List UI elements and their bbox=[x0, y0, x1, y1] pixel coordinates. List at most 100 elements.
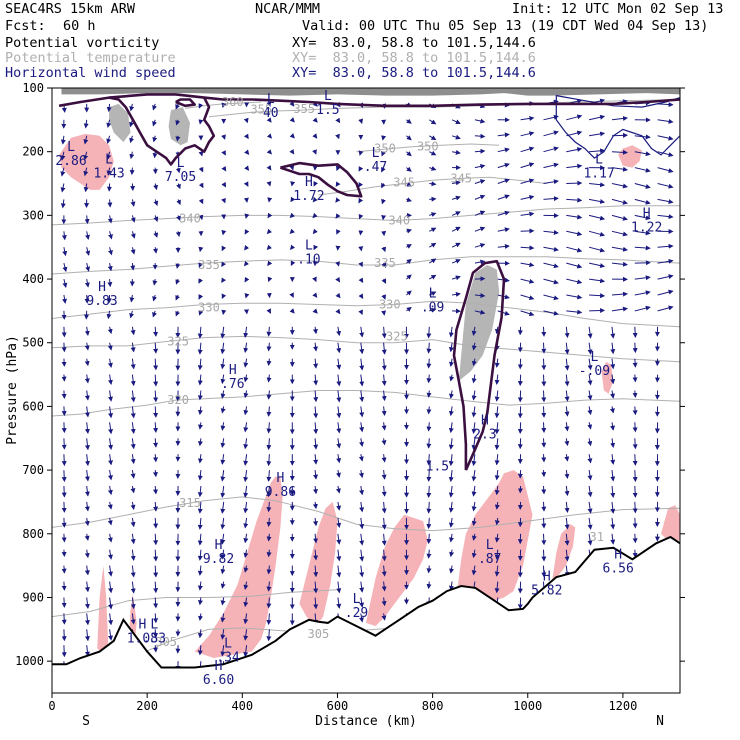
wind-vector-290 bbox=[520, 262, 535, 268]
wind-vector-160 bbox=[634, 183, 651, 189]
wind-vector-634 bbox=[358, 470, 364, 479]
wind-vector-618 bbox=[610, 454, 616, 465]
wind-vector-277 bbox=[221, 261, 227, 268]
wind-vector-310 bbox=[358, 277, 364, 284]
theta-label-3: 31 bbox=[589, 530, 603, 544]
wind-vector-61 bbox=[221, 134, 226, 140]
wind-vector-423 bbox=[471, 342, 477, 351]
wind-vector-259 bbox=[429, 242, 437, 248]
pv-high-shade-0 bbox=[61, 88, 680, 96]
wind-vector-775 bbox=[494, 549, 500, 560]
wind-vector-235 bbox=[497, 227, 510, 233]
wind-vector-816 bbox=[197, 581, 203, 591]
wind-vector-247 bbox=[152, 247, 158, 254]
wind-vector-478 bbox=[494, 374, 500, 385]
wind-vector-340 bbox=[429, 291, 437, 296]
extremum-letter-20: H bbox=[614, 547, 622, 562]
wind-vector-449 bbox=[449, 358, 454, 367]
wind-vector-336 bbox=[335, 292, 341, 299]
extremum-letter-0: L bbox=[67, 140, 75, 155]
wind-vector-394 bbox=[426, 326, 432, 339]
y-tick-label-100: 100 bbox=[22, 81, 44, 95]
wind-vector-244 bbox=[85, 247, 91, 256]
wind-vector-694 bbox=[494, 501, 500, 510]
extremum-letter-3: L bbox=[267, 92, 275, 107]
wind-vector-646 bbox=[632, 470, 638, 483]
wind-vector-353 bbox=[106, 310, 112, 320]
wind-vector-278 bbox=[243, 260, 250, 267]
wind-vector-666 bbox=[471, 485, 477, 497]
wind-vector-500 bbox=[381, 390, 387, 402]
wind-vector-846 bbox=[266, 597, 272, 609]
wind-vector-213 bbox=[611, 214, 628, 221]
wind-vector-279 bbox=[267, 260, 273, 267]
wind-vector-314 bbox=[451, 275, 461, 281]
wind-vector-794 bbox=[313, 565, 319, 578]
wind-vector-493 bbox=[220, 390, 226, 399]
wind-vector-382 bbox=[153, 326, 159, 337]
wind-vector-563 bbox=[587, 422, 593, 430]
wind-vector-872 bbox=[243, 613, 249, 625]
wind-vector-101 bbox=[520, 146, 535, 153]
wind-vector-877 bbox=[359, 613, 364, 623]
wind-vector-531 bbox=[471, 406, 477, 418]
wind-vector-541 bbox=[84, 422, 90, 434]
wind-vector-150 bbox=[406, 182, 412, 187]
wind-vector-486 bbox=[61, 390, 67, 399]
wind-vector-32 bbox=[175, 119, 181, 126]
wind-vector-426 bbox=[541, 342, 547, 354]
wind-vector-342 bbox=[474, 293, 486, 299]
wind-vector-703 bbox=[84, 517, 90, 527]
wind-vector-405 bbox=[61, 342, 67, 353]
wind-vector-615 bbox=[541, 454, 547, 463]
wind-vector-667 bbox=[494, 485, 500, 496]
wind-vector-329 bbox=[175, 294, 180, 301]
wind-vector-201 bbox=[335, 213, 341, 219]
wind-vector-57 bbox=[129, 135, 135, 144]
wind-vector-97 bbox=[429, 150, 437, 156]
wind-vector-475 bbox=[426, 374, 432, 384]
wind-vector-42 bbox=[406, 118, 412, 124]
wind-vector-461 bbox=[108, 374, 113, 385]
wind-vector-266 bbox=[588, 246, 606, 253]
extremum-letter-2: L bbox=[177, 156, 185, 171]
wind-vector-51 bbox=[611, 115, 628, 121]
theta-contour-330 bbox=[52, 300, 680, 328]
pv-negative-shade-10 bbox=[661, 505, 680, 544]
wind-vector-216 bbox=[61, 231, 67, 241]
wind-vector-682 bbox=[220, 501, 226, 514]
wind-vector-735 bbox=[197, 533, 203, 546]
theta-label-18: 355 bbox=[293, 102, 315, 116]
wind-vector-157 bbox=[566, 180, 583, 186]
wind-vector-118 bbox=[289, 165, 295, 171]
wind-vector-202 bbox=[358, 213, 364, 220]
wind-vector-821 bbox=[313, 581, 319, 594]
wind-vector-781 bbox=[632, 549, 638, 558]
wind-vector-211 bbox=[566, 214, 583, 220]
wind-vector-513 bbox=[61, 406, 67, 417]
extremum-value-7: .10 bbox=[297, 253, 320, 268]
wind-vector-31 bbox=[152, 119, 157, 127]
theta-label-17: 355 bbox=[250, 103, 272, 117]
wind-vector-673 bbox=[632, 485, 638, 498]
forecast-label: Fcst: bbox=[5, 18, 46, 34]
wind-vector-760 bbox=[153, 549, 159, 562]
extremum-letter-21: H bbox=[138, 618, 146, 633]
wind-vector-756 bbox=[61, 549, 67, 557]
wind-vector-574 bbox=[220, 438, 226, 448]
wind-vector-26 bbox=[657, 102, 674, 108]
wind-vector-754 bbox=[632, 533, 638, 544]
wind-vector-811 bbox=[84, 581, 90, 593]
wind-vector-467 bbox=[243, 374, 249, 383]
wind-vector-892 bbox=[84, 629, 90, 642]
wind-vector-100 bbox=[497, 147, 510, 153]
extremum-letter-22: L bbox=[150, 618, 158, 633]
wind-vector-115 bbox=[221, 165, 227, 172]
wind-vector-373 bbox=[566, 309, 583, 315]
wind-vector-727 bbox=[632, 517, 638, 529]
wind-vector-774 bbox=[471, 549, 477, 559]
wind-vector-174 bbox=[335, 197, 341, 203]
wind-vector-799 bbox=[426, 565, 432, 574]
wind-vector-205 bbox=[429, 212, 437, 217]
wind-vector-683 bbox=[243, 501, 249, 514]
